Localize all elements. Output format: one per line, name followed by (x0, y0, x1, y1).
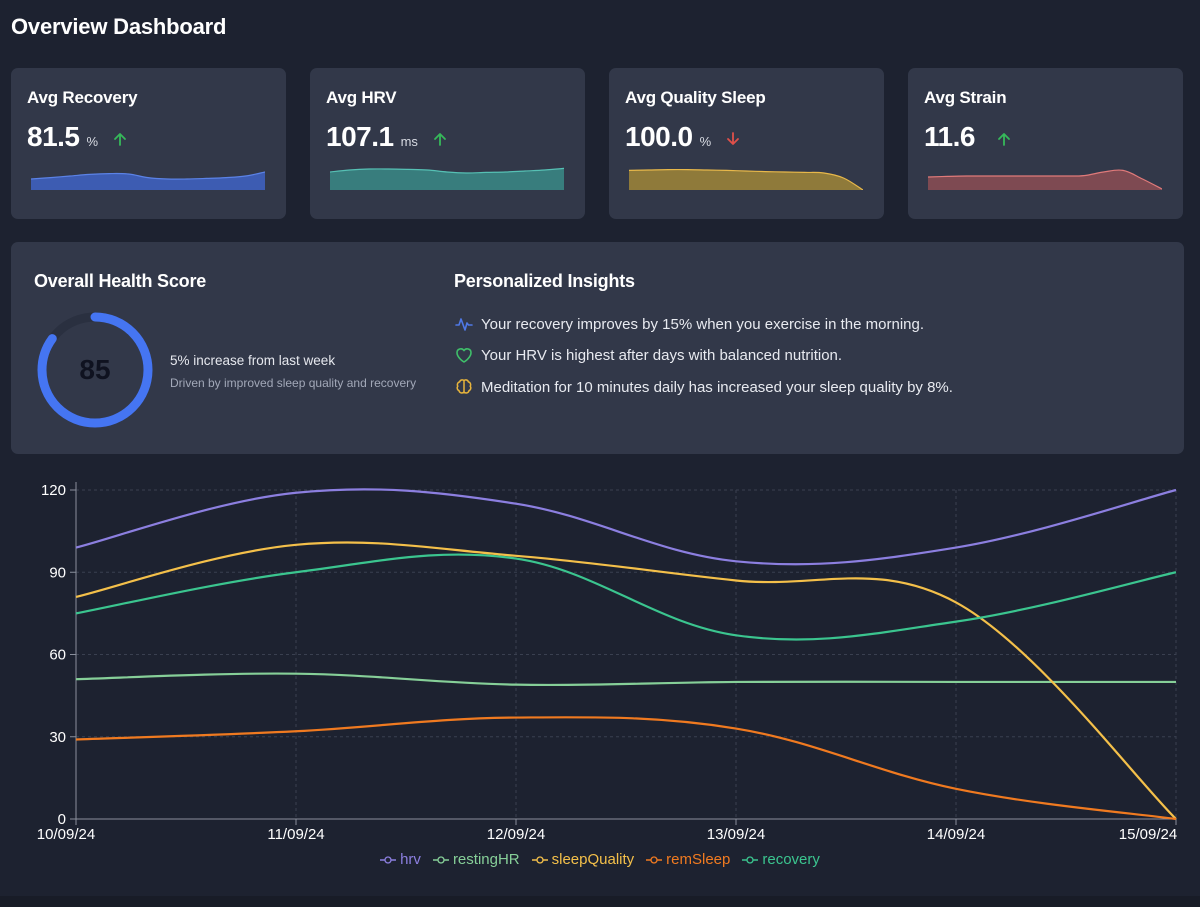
x-tick-label: 13/09/24 (707, 826, 765, 843)
x-tick-label: 14/09/24 (927, 826, 985, 843)
health-panel: Overall Health Score 85 5% increase from… (11, 242, 1184, 454)
sparkline-line (928, 169, 1162, 190)
sparkline-line (31, 171, 265, 180)
bottom-scrollbar-track (0, 896, 1200, 907)
series-line-restingHR (75, 672, 1176, 687)
sparkline (629, 168, 863, 190)
pulse-icon (455, 318, 473, 331)
health-score-value: 85 (79, 354, 111, 385)
insight-text: Your recovery improves by 15% when you e… (481, 315, 924, 333)
brain-icon (456, 379, 472, 394)
legend-line-icon (432, 855, 449, 864)
insights-title: Personalized Insights (454, 271, 635, 291)
sparkline-line (330, 167, 564, 174)
y-tick-label: 120 (41, 482, 66, 499)
stat-label: Avg Quality Sleep (625, 88, 766, 107)
stat-label: Avg Recovery (27, 88, 138, 107)
x-tick-label: 15/09/24 (1119, 826, 1177, 843)
y-tick-label: 90 (49, 564, 66, 581)
legend-line-icon (646, 855, 663, 864)
legend-item-restingHR[interactable]: restingHR (432, 851, 520, 868)
y-tick-label: 30 (49, 729, 66, 746)
stat-value: 11.6 (924, 121, 975, 152)
sparkline-line (629, 168, 863, 190)
stat-label: Avg Strain (924, 88, 1007, 107)
insight-item: Your HRV is highest after days with bala… (454, 345, 842, 365)
legend-line-icon (380, 855, 397, 864)
insight-item: Meditation for 10 minutes daily has incr… (454, 377, 953, 397)
legend-label: recovery (762, 851, 820, 868)
health-score-title: Overall Health Score (34, 271, 207, 291)
stat-value: 107.1 (326, 121, 394, 152)
health-score-ring (37, 312, 153, 428)
stat-card-hrv: Avg HRV 107.1 ms (310, 68, 585, 219)
x-tick-label: 12/09/24 (487, 826, 545, 843)
series-line-sleepQuality (75, 541, 1177, 820)
stat-unit: % (699, 134, 712, 149)
sparkline-area (928, 169, 1162, 190)
series-line-recovery (75, 553, 1177, 641)
trend-up-icon (114, 133, 126, 146)
stat-card-sleep-quality: Avg Quality Sleep 100.0 % (609, 68, 884, 219)
stat-value: 100.0 (625, 121, 693, 152)
series-line-remSleep (75, 716, 1177, 821)
insight-text: Your HRV is highest after days with bala… (481, 346, 843, 364)
legend-label: restingHR (452, 851, 520, 868)
y-tick-label: 0 (58, 811, 66, 828)
stat-card-strain: Avg Strain 11.6 (908, 68, 1183, 219)
legend-item-remSleep[interactable]: remSleep (646, 851, 730, 868)
legend-item-recovery[interactable]: recovery (742, 851, 820, 868)
x-tick-label: 11/09/24 (267, 826, 324, 843)
stat-card-recovery: Avg Recovery 81.5 % (11, 68, 286, 219)
chart-legend: hrv restingHR sleepQuality remSleep recovery (0, 851, 1200, 868)
stat-unit: % (86, 134, 99, 149)
sparkline-area (629, 169, 863, 190)
trend-up-icon (434, 133, 446, 146)
sparkline (928, 169, 1162, 190)
metrics-line-chart: 0 30 60 90 120 10/09/24 11/09/24 12/09/24 13/09/… (37, 482, 1177, 843)
trend-up-icon (998, 133, 1010, 146)
y-tick-label: 60 (49, 647, 66, 664)
legend-item-hrv[interactable]: hrv (380, 851, 421, 868)
sparkline (330, 167, 564, 190)
series-line-hrv (75, 488, 1177, 566)
insight-text: Meditation for 10 minutes daily has incr… (481, 378, 953, 396)
stat-value: 81.5 (27, 121, 80, 152)
sparkline (31, 171, 265, 190)
stat-label: Avg HRV (326, 88, 397, 107)
page-title: Overview Dashboard (11, 14, 227, 39)
legend-label: remSleep (666, 851, 731, 868)
heart-icon (456, 348, 472, 363)
legend-label: hrv (400, 851, 421, 868)
insight-item: Your recovery improves by 15% when you e… (454, 314, 924, 334)
stat-unit: ms (400, 134, 418, 149)
health-score-note: Driven by improved sleep quality and rec… (170, 376, 417, 390)
legend-line-icon (531, 855, 548, 864)
legend-item-sleepQuality[interactable]: sleepQuality (531, 851, 635, 868)
health-score-change: 5% increase from last week (170, 353, 336, 368)
sparkline-area (31, 172, 265, 190)
sparkline-area (330, 168, 564, 190)
trend-down-icon (727, 132, 740, 145)
x-tick-label: 10/09/24 (37, 826, 95, 843)
legend-line-icon (742, 855, 759, 864)
legend-label: sleepQuality (551, 851, 635, 868)
